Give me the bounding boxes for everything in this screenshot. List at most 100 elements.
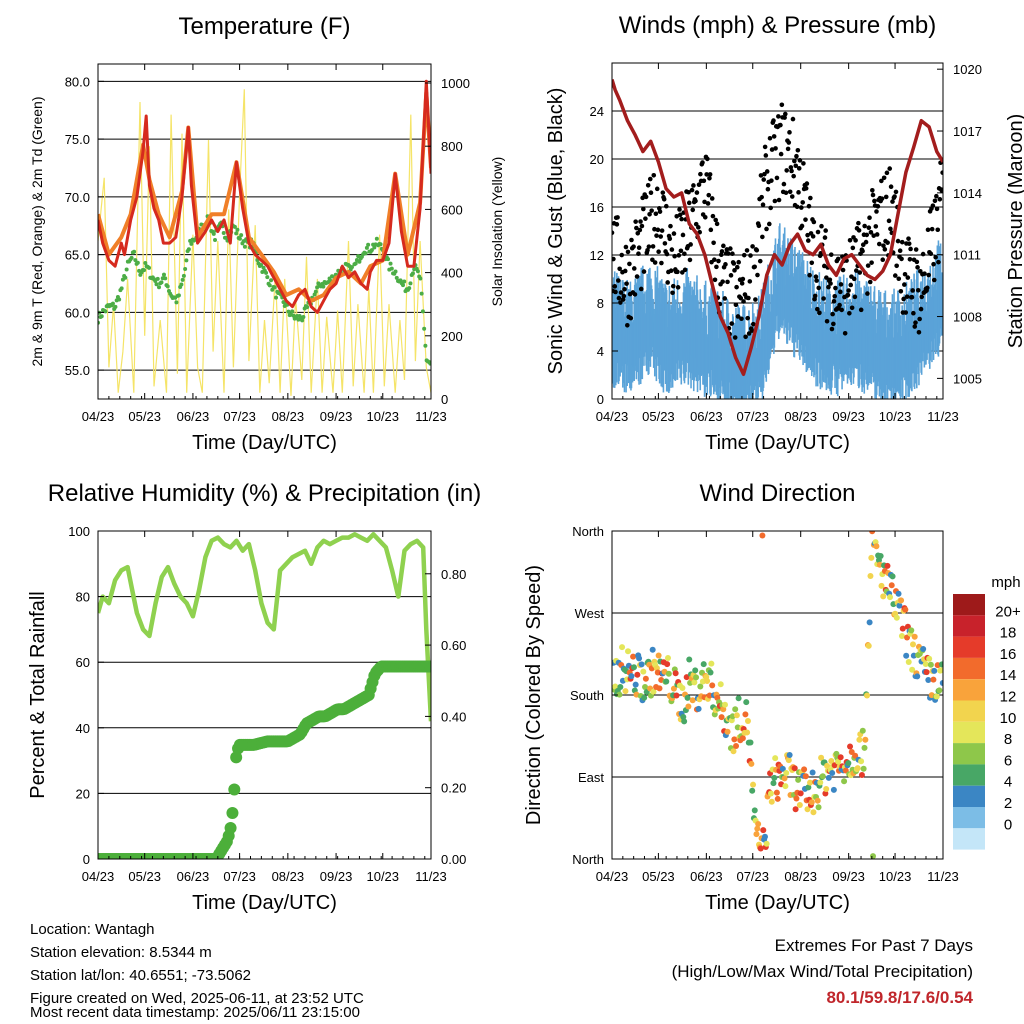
wind-direction-point (909, 641, 916, 648)
wind-direction-point (721, 701, 728, 708)
dewpoint-point (213, 238, 218, 243)
dewpoint-point (181, 273, 186, 278)
wind-direction-point (868, 554, 875, 561)
wind-gust-point (647, 176, 653, 182)
wind-direction-point (733, 712, 740, 719)
wind-gust-point (893, 189, 899, 195)
wind-gust-point (892, 273, 898, 278)
wind-direction-point (807, 779, 814, 786)
dewpoint-point (389, 266, 394, 271)
y-tick-label: 0 (597, 392, 604, 407)
wind-gust-point (928, 251, 934, 257)
wind-gust-point (890, 199, 895, 204)
wind-direction-point (751, 807, 758, 814)
wind-gust-point (668, 268, 674, 274)
wind-direction-point (870, 853, 877, 859)
wind-direction-point (926, 655, 933, 662)
dewpoint-point (179, 282, 184, 287)
wind-direction-point (750, 781, 757, 788)
wind-gust-point (925, 285, 930, 291)
wind-direction-point (861, 744, 868, 751)
wind-gust-point (676, 253, 682, 258)
dewpoint-point (142, 268, 147, 273)
dewpoint-point (265, 275, 270, 280)
wind-gust-point (743, 334, 748, 340)
wind-gust-point (783, 190, 789, 196)
dewpoint-point (189, 241, 194, 246)
wind-direction-point (638, 661, 645, 668)
wind-direction-point (684, 694, 691, 701)
dewpoint-point (423, 343, 428, 348)
wind-direction-point (903, 652, 910, 659)
wind-direction-point (760, 827, 767, 834)
x-tick-label: 04/23 (596, 869, 629, 884)
dewpoint-point (418, 276, 423, 281)
wind-direction-point (847, 743, 854, 750)
dewpoint-point (313, 289, 318, 294)
wind-gust-point (631, 244, 636, 249)
wind-gust-point (931, 261, 936, 267)
wind-gust-point (738, 295, 744, 301)
legend-label: 2 (1004, 795, 1012, 812)
x-axis-label: Time (Day/UTC) (192, 892, 337, 914)
wind-gust-point (629, 237, 634, 243)
panel-title: Relative Humidity (%) & Precipitation (i… (48, 480, 481, 507)
dewpoint-point (237, 236, 242, 241)
wind-gust-point (659, 228, 665, 233)
wind-gust-point (905, 275, 911, 280)
wind-gust-point (728, 246, 733, 251)
plot-frame (97, 530, 432, 860)
wind-gust-point (898, 288, 904, 294)
wind-direction-point (670, 685, 677, 692)
wind-direction-point (781, 775, 788, 782)
wind-gust-point (654, 233, 659, 238)
plot-frame (611, 62, 944, 400)
wind-direction-point (858, 758, 865, 765)
wind-gust-point (864, 232, 870, 238)
x-tick-label: 09/23 (320, 869, 353, 884)
wind-direction-point (749, 787, 756, 794)
wind-gust-point (658, 234, 664, 239)
legend-label: 0 (1004, 816, 1012, 833)
wind-gust-point (913, 247, 919, 252)
wind-direction-point (925, 676, 932, 683)
dewpoint-point (393, 269, 398, 274)
wind-gust-point (808, 195, 813, 201)
wind-gust-point (723, 262, 728, 267)
y2-tick-label: 0.00 (441, 852, 466, 867)
wind-direction-point (747, 739, 754, 746)
wind-gust-point (758, 173, 764, 178)
y-tick-label: 40 (76, 721, 90, 736)
x-tick-label: 09/23 (832, 869, 865, 884)
dewpoint-point (103, 309, 108, 314)
wind-direction-point (909, 666, 916, 673)
wind-direction-point (693, 674, 700, 681)
wind-gust-point (887, 166, 893, 171)
dewpoint-point (155, 276, 160, 281)
y-tick-label: 100 (68, 524, 90, 539)
wind-gust-point (804, 181, 810, 186)
wind-gust-point (792, 158, 797, 164)
extremes-subheading: (High/Low/Max Wind/Total Precipitation) (671, 962, 973, 981)
legend-title: mph (991, 574, 1020, 591)
wind-gust-point (719, 249, 725, 254)
x-tick-label: 11/23 (927, 409, 959, 424)
wind-gust-point (929, 226, 935, 232)
wind-gust-point (863, 239, 869, 245)
dewpoint-point (211, 231, 216, 236)
wind-gust-point (911, 310, 916, 316)
dewpoint-point (422, 326, 427, 331)
wind-gust-point (621, 293, 627, 299)
x-tick-label: 04/23 (82, 409, 115, 424)
wind-gust-point (870, 187, 875, 193)
wind-direction-point (923, 669, 930, 676)
wind-gust-point (702, 199, 707, 205)
wind-direction-point (733, 742, 740, 749)
wind-gust-point (873, 224, 879, 229)
wind-direction-point (664, 654, 671, 661)
wind-gust-point (764, 169, 770, 174)
wind-gust-point (857, 270, 863, 275)
wind-gust-point (918, 306, 924, 312)
wind-gust-point (875, 204, 881, 209)
wind-gust-point (931, 277, 937, 283)
